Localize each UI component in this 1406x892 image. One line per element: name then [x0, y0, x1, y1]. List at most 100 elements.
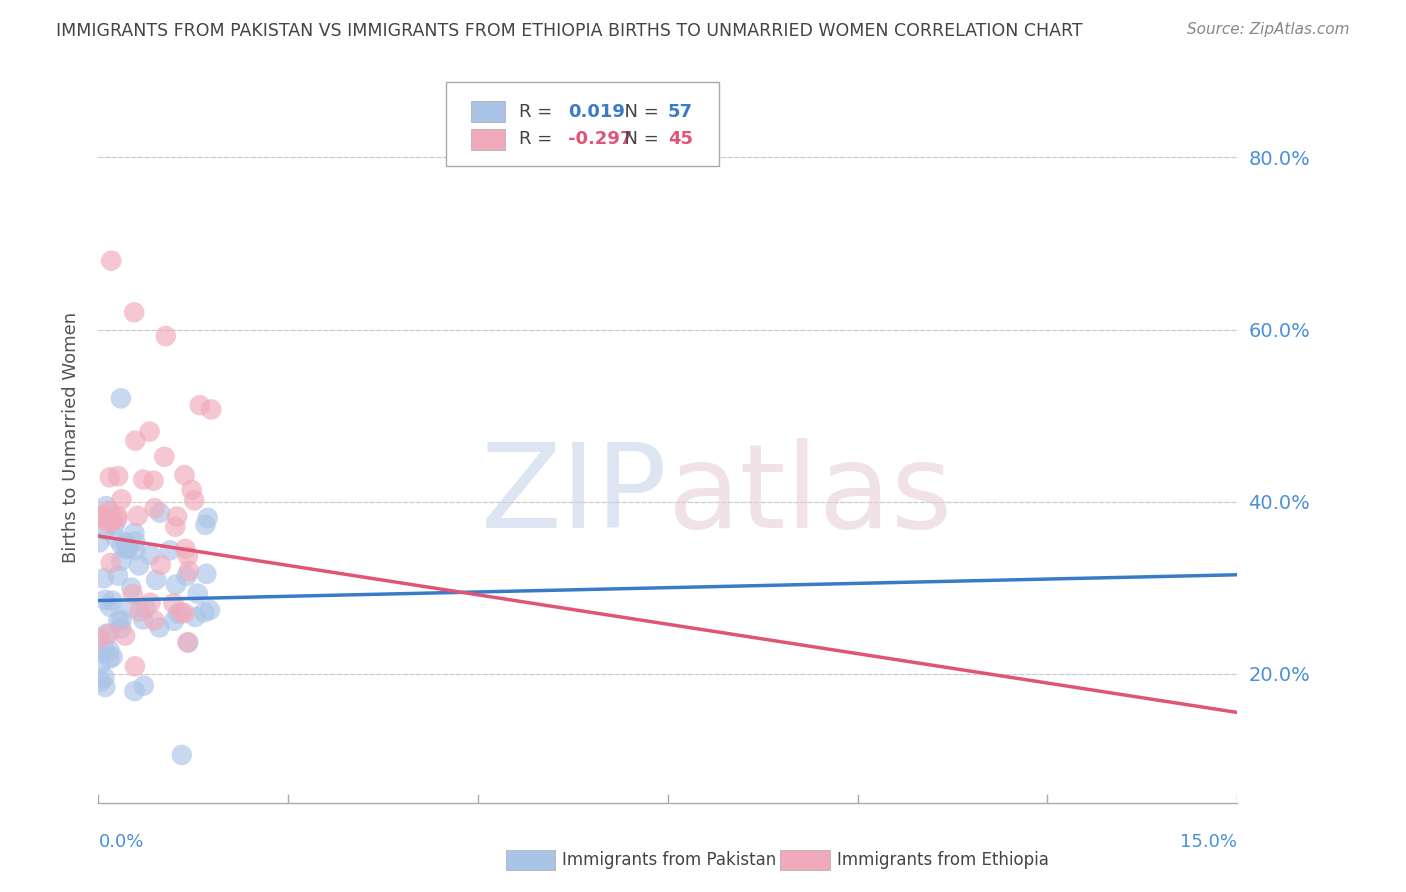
- Point: [93, 507, 115, 521]
- Point: [167, 607, 190, 621]
- Point: [124, 543, 146, 558]
- Point: [173, 606, 195, 620]
- Point: [101, 593, 124, 607]
- Point: [107, 568, 129, 582]
- Point: [98, 599, 121, 614]
- Point: [159, 543, 181, 558]
- Point: [153, 450, 176, 464]
- Point: [107, 614, 129, 628]
- Point: [114, 629, 136, 643]
- Point: [98, 643, 121, 657]
- Point: [104, 518, 127, 533]
- Point: [89, 645, 111, 659]
- Point: [177, 564, 200, 578]
- Text: -0.297: -0.297: [568, 130, 633, 148]
- Point: [139, 596, 162, 610]
- Point: [122, 305, 145, 319]
- Point: [101, 514, 124, 528]
- Text: atlas: atlas: [668, 438, 953, 553]
- Text: R =: R =: [519, 130, 558, 148]
- Text: Source: ZipAtlas.com: Source: ZipAtlas.com: [1187, 22, 1350, 37]
- Point: [122, 587, 145, 601]
- Text: 0.0%: 0.0%: [98, 833, 143, 851]
- Point: [101, 649, 124, 664]
- Point: [89, 510, 111, 524]
- Point: [104, 530, 127, 544]
- Point: [173, 468, 195, 483]
- FancyBboxPatch shape: [471, 129, 505, 150]
- Point: [111, 539, 134, 553]
- Point: [124, 659, 146, 673]
- Point: [166, 509, 188, 524]
- Text: 45: 45: [668, 130, 693, 148]
- Point: [142, 474, 165, 488]
- Point: [90, 657, 112, 672]
- Point: [174, 541, 197, 556]
- Point: [94, 592, 117, 607]
- Point: [183, 493, 205, 508]
- Point: [170, 606, 193, 620]
- Point: [143, 501, 166, 516]
- Point: [145, 573, 167, 587]
- Point: [118, 601, 141, 615]
- Text: IMMIGRANTS FROM PAKISTAN VS IMMIGRANTS FROM ETHIOPIA BIRTHS TO UNMARRIED WOMEN C: IMMIGRANTS FROM PAKISTAN VS IMMIGRANTS F…: [56, 22, 1083, 40]
- Point: [155, 329, 177, 343]
- Point: [94, 680, 117, 694]
- Point: [132, 679, 155, 693]
- Point: [110, 392, 132, 406]
- Point: [107, 509, 129, 524]
- Point: [200, 402, 222, 417]
- Point: [124, 534, 146, 549]
- Point: [170, 747, 193, 762]
- Point: [96, 512, 118, 526]
- Point: [187, 587, 209, 601]
- Point: [165, 520, 187, 534]
- Y-axis label: Births to Unmarried Women: Births to Unmarried Women: [62, 311, 80, 563]
- Point: [124, 525, 146, 540]
- Point: [110, 554, 132, 568]
- Point: [165, 577, 187, 591]
- Point: [93, 670, 115, 684]
- Point: [162, 596, 184, 610]
- Point: [197, 511, 219, 525]
- Text: 0.019: 0.019: [568, 103, 624, 120]
- Point: [198, 603, 221, 617]
- Point: [110, 621, 132, 635]
- Point: [132, 612, 155, 626]
- Point: [149, 506, 172, 520]
- Point: [139, 548, 162, 562]
- Point: [110, 613, 132, 627]
- Point: [176, 569, 198, 583]
- Point: [177, 549, 200, 564]
- Point: [93, 571, 115, 585]
- Point: [194, 517, 217, 532]
- Point: [98, 470, 121, 484]
- Point: [177, 635, 200, 649]
- Point: [124, 684, 146, 698]
- Text: ZIP: ZIP: [481, 438, 668, 553]
- Point: [127, 508, 149, 523]
- Point: [98, 651, 121, 665]
- Point: [188, 398, 211, 412]
- Point: [115, 542, 138, 557]
- Point: [195, 566, 218, 581]
- Point: [97, 516, 120, 531]
- Point: [110, 492, 132, 507]
- Point: [89, 535, 111, 549]
- Point: [128, 604, 150, 618]
- FancyBboxPatch shape: [446, 82, 718, 167]
- Text: Immigrants from Ethiopia: Immigrants from Ethiopia: [837, 851, 1049, 869]
- Text: 57: 57: [668, 103, 693, 120]
- Point: [117, 541, 139, 555]
- Point: [148, 621, 170, 635]
- Point: [138, 425, 160, 439]
- Point: [100, 253, 122, 268]
- Point: [120, 581, 142, 595]
- Point: [135, 601, 157, 615]
- Point: [163, 614, 186, 628]
- Point: [128, 558, 150, 573]
- Point: [132, 473, 155, 487]
- Text: R =: R =: [519, 103, 558, 120]
- Text: N =: N =: [613, 103, 665, 120]
- Point: [105, 512, 128, 526]
